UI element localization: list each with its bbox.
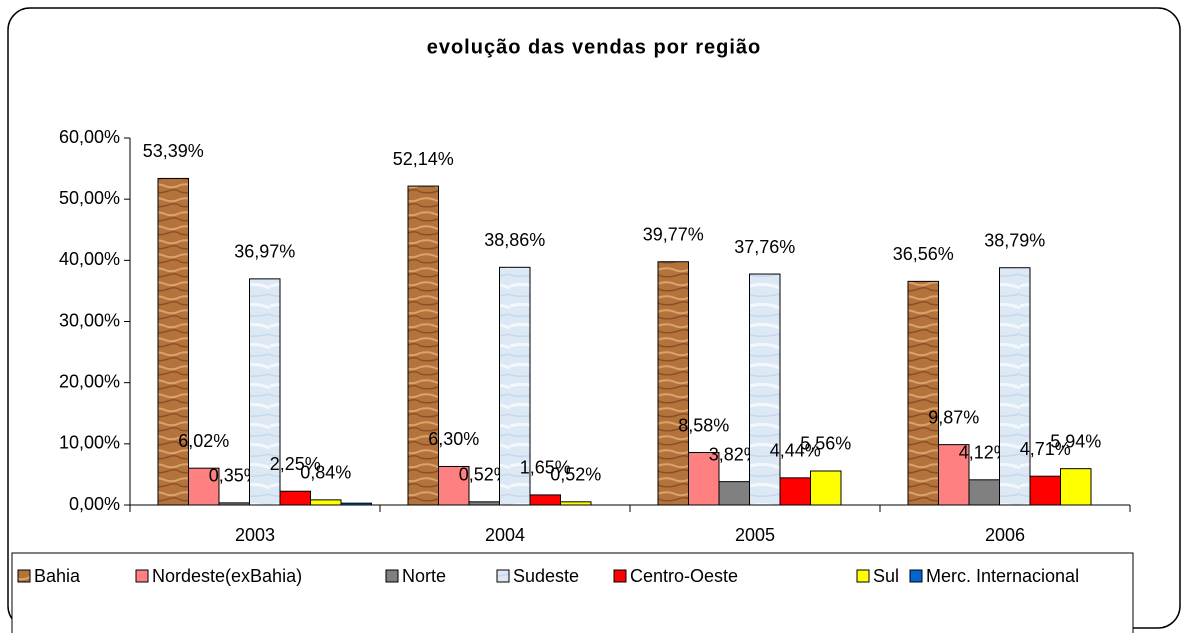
data-label: 0,84% — [300, 463, 351, 483]
y-tick-label: 50,00% — [59, 188, 120, 208]
bar — [938, 444, 970, 506]
y-tick-label: 20,00% — [59, 371, 120, 391]
legend-swatch — [385, 569, 399, 583]
legend-box — [11, 552, 1134, 638]
bar — [999, 267, 1031, 506]
data-label: 5,56% — [800, 434, 851, 454]
y-tick-label: 0,00% — [69, 494, 120, 514]
data-label: 52,14% — [393, 149, 454, 169]
data-label: 4,12% — [959, 443, 1010, 463]
y-tick-label: 40,00% — [59, 249, 120, 269]
bar — [968, 479, 1000, 506]
bar — [779, 477, 811, 506]
legend-swatch — [17, 569, 31, 583]
y-tick-label: 10,00% — [59, 433, 120, 453]
legend-swatch — [856, 569, 870, 583]
legend-label: Bahia — [34, 566, 81, 586]
data-label: 0,52% — [550, 465, 601, 485]
bar — [468, 501, 500, 506]
x-tick-label: 2006 — [985, 525, 1025, 545]
y-tick-label: 60,00% — [59, 127, 120, 147]
bar — [810, 470, 842, 506]
data-label: 8,58% — [678, 415, 729, 435]
legend-label: Centro-Oeste — [630, 566, 738, 586]
legend-label: Sul — [873, 566, 899, 586]
data-label: 36,56% — [893, 244, 954, 264]
x-tick-label: 2004 — [485, 525, 525, 545]
data-label: 3,82% — [709, 444, 760, 464]
data-label: 38,79% — [984, 230, 1045, 250]
data-label: 39,77% — [643, 224, 704, 244]
bar — [560, 501, 592, 506]
bar — [907, 280, 939, 506]
legend-swatch — [613, 569, 627, 583]
legend-swatch — [135, 569, 149, 583]
data-label: 4,44% — [770, 441, 821, 461]
legend-label: Norte — [402, 566, 446, 586]
bar — [688, 452, 720, 506]
x-tick-label: 2005 — [735, 525, 775, 545]
legend-swatch — [496, 569, 510, 583]
bar — [499, 266, 531, 506]
legend-label: Sudeste — [513, 566, 579, 586]
bar — [1060, 468, 1092, 506]
bar — [407, 185, 439, 506]
data-label: 5,94% — [1050, 431, 1101, 451]
y-tick-label: 30,00% — [59, 310, 120, 330]
bar — [340, 502, 372, 506]
data-label: 53,39% — [143, 141, 204, 161]
bar — [188, 467, 220, 506]
data-label: 0,35% — [209, 466, 260, 486]
data-label: 36,97% — [234, 242, 295, 262]
chart-title: evolução das vendas por região — [427, 36, 762, 58]
bar — [718, 481, 750, 506]
data-label: 4,71% — [1020, 439, 1071, 459]
data-label: 1,65% — [520, 458, 571, 478]
bar — [249, 278, 281, 506]
data-label: 0,52% — [459, 465, 510, 485]
data-label: 6,02% — [178, 431, 229, 451]
x-tick-label: 2003 — [235, 525, 275, 545]
data-label: 9,87% — [928, 407, 979, 427]
data-label: 38,86% — [484, 230, 545, 250]
bar — [749, 273, 781, 506]
bar — [438, 465, 470, 506]
data-label: 37,76% — [734, 237, 795, 257]
bar — [657, 261, 689, 506]
bar — [529, 494, 561, 506]
data-label: 2,25% — [270, 454, 321, 474]
bar — [279, 490, 311, 506]
bar — [218, 502, 250, 506]
bar — [157, 177, 189, 506]
bar — [1029, 475, 1061, 506]
legend-label: Merc. Internacional — [926, 566, 1079, 586]
legend-swatch — [909, 569, 923, 583]
data-label: 6,30% — [428, 429, 479, 449]
legend-label: Nordeste(exBahia) — [152, 566, 302, 586]
bar — [310, 499, 342, 506]
